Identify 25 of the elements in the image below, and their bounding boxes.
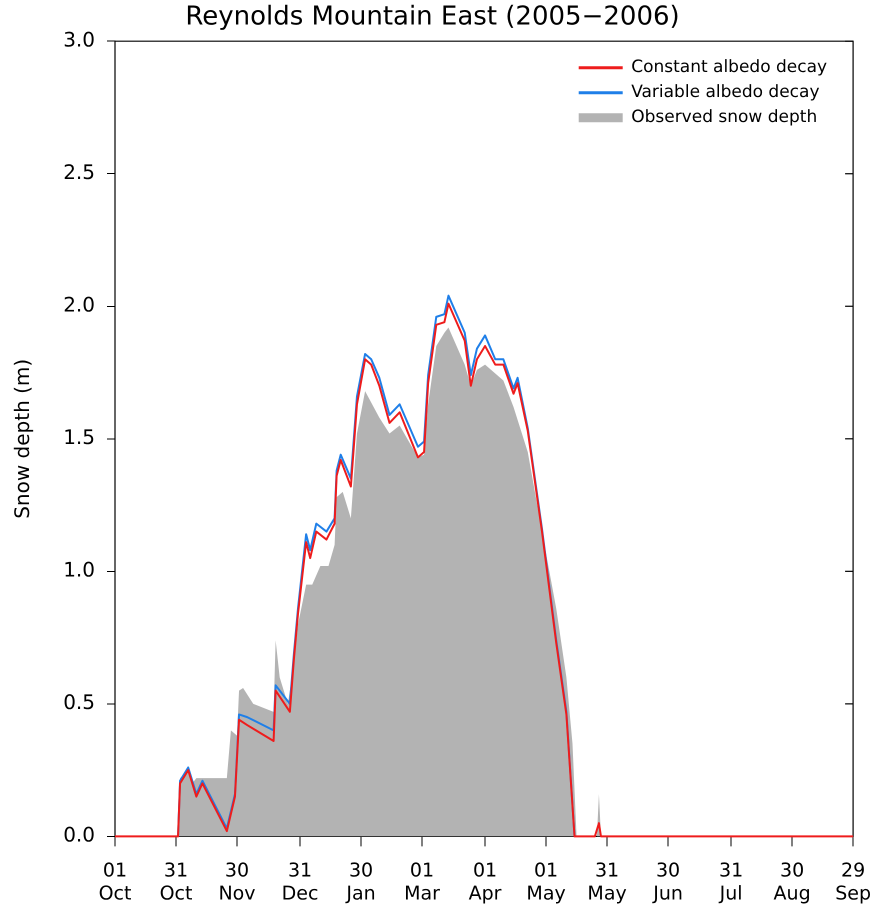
y-tick-label: 0.0 (63, 822, 95, 847)
y-tick-label: 0.5 (63, 690, 95, 714)
x-tick-label: 01 Mar (404, 860, 440, 905)
x-tick-label: 30 Nov (218, 860, 256, 905)
legend-label: Constant albedo decay (631, 57, 828, 78)
x-tick-label: 30 Jun (652, 860, 683, 905)
x-tick-label: 31 May (587, 860, 627, 905)
legend-label: Variable albedo decay (631, 82, 820, 102)
x-tick-label: 29 Sep (835, 860, 871, 905)
x-tick-label: 30 Jan (345, 860, 376, 905)
x-tick-label: 01 Oct (98, 860, 132, 905)
y-tick-label: 2.0 (63, 292, 95, 316)
y-tick-label: 2.5 (63, 160, 95, 184)
x-tick-label: 31 Dec (282, 860, 318, 905)
chart-title: Reynolds Mountain East (2005−2006) (185, 1, 680, 32)
y-axis-title: Snow depth (m) (10, 358, 34, 519)
x-tick-label: 30 Aug (774, 860, 811, 905)
legend-label: Observed snow depth (631, 107, 818, 128)
x-tick-label: 01 Apr (468, 860, 502, 905)
y-tick-label: 3.0 (63, 27, 95, 52)
x-tick-label: 01 May (526, 860, 566, 905)
x-tick-label: 31 Jul (718, 860, 744, 905)
y-tick-label: 1.5 (63, 425, 95, 450)
x-tick-label: 31 Oct (160, 860, 192, 905)
y-tick-label: 1.0 (63, 558, 95, 582)
